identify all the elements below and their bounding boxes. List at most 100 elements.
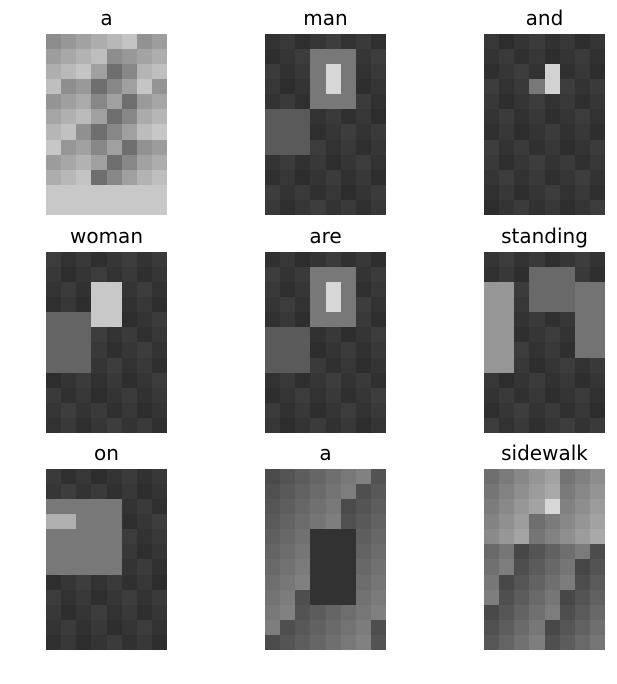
attention-cell <box>325 402 341 418</box>
attention-cell <box>121 499 137 515</box>
attention-cell <box>295 559 311 575</box>
attention-cell <box>136 604 152 620</box>
attention-cell <box>544 484 560 500</box>
attention-cell <box>355 169 371 185</box>
attention-cell <box>151 49 167 65</box>
attention-cell <box>499 357 515 373</box>
attention-cell <box>355 79 371 95</box>
attention-cell <box>310 124 326 140</box>
attention-cell <box>295 94 311 110</box>
attention-panel: man <box>235 8 416 215</box>
attention-cell <box>355 484 371 500</box>
attention-cell <box>529 529 545 545</box>
attention-cell <box>589 357 605 373</box>
attention-cell <box>61 514 77 530</box>
attention-cell <box>529 154 545 170</box>
attention-image <box>265 34 386 215</box>
attention-cell <box>280 139 296 155</box>
attention-cell <box>46 634 62 650</box>
attention-panel: standing <box>454 226 617 433</box>
attention-cell <box>280 34 296 50</box>
attention-cell <box>106 312 122 328</box>
attention-cell <box>325 297 341 313</box>
attention-cell <box>529 559 545 575</box>
attention-cell <box>589 49 605 65</box>
attention-cell <box>574 79 590 95</box>
attention-cell <box>589 184 605 200</box>
attention-cell <box>544 544 560 560</box>
attention-cell <box>514 154 530 170</box>
attention-cell <box>91 184 107 200</box>
attention-cell <box>589 267 605 283</box>
attention-cell <box>589 124 605 140</box>
attention-cell <box>61 372 77 388</box>
attention-cell <box>91 312 107 328</box>
attention-cell <box>340 327 356 343</box>
attention-cell <box>484 199 500 215</box>
attention-cell <box>151 514 167 530</box>
attention-cell <box>340 417 356 433</box>
attention-cell <box>310 282 326 298</box>
attention-cell <box>91 402 107 418</box>
attention-cell <box>484 94 500 110</box>
attention-cell <box>484 327 500 343</box>
attention-cell <box>325 634 341 650</box>
attention-cell <box>370 154 386 170</box>
attention-cell <box>370 574 386 590</box>
attention-cell <box>529 184 545 200</box>
attention-panel: a <box>16 8 197 215</box>
attention-cell <box>325 469 341 485</box>
attention-cell <box>574 559 590 575</box>
attention-cell <box>514 297 530 313</box>
attention-cell <box>325 589 341 605</box>
attention-cell <box>529 169 545 185</box>
attention-cell <box>121 64 137 80</box>
attention-cell <box>355 327 371 343</box>
attention-cell <box>499 312 515 328</box>
attention-cell <box>310 559 326 575</box>
attention-cell <box>355 267 371 283</box>
attention-cell <box>265 267 281 283</box>
attention-cell <box>574 327 590 343</box>
attention-cell <box>589 589 605 605</box>
attention-cell <box>121 544 137 560</box>
attention-cell <box>61 252 77 268</box>
attention-cell <box>265 184 281 200</box>
attention-cell <box>340 469 356 485</box>
attention-cell <box>544 64 560 80</box>
attention-cell <box>295 634 311 650</box>
attention-cell <box>91 514 107 530</box>
attention-cell <box>265 139 281 155</box>
attention-cell <box>574 184 590 200</box>
attention-cell <box>91 589 107 605</box>
attention-cell <box>499 109 515 125</box>
attention-cell <box>370 34 386 50</box>
attention-cell <box>61 589 77 605</box>
attention-cell <box>61 312 77 328</box>
attention-cell <box>529 64 545 80</box>
attention-cell <box>280 282 296 298</box>
attention-cell <box>61 327 77 343</box>
attention-cell <box>574 604 590 620</box>
attention-cell <box>151 184 167 200</box>
attention-image <box>265 469 386 650</box>
attention-cell <box>295 499 311 515</box>
attention-cell <box>325 64 341 80</box>
attention-cell <box>121 574 137 590</box>
attention-cell <box>310 604 326 620</box>
attention-cell <box>295 64 311 80</box>
attention-cell <box>295 267 311 283</box>
attention-cell <box>46 109 62 125</box>
attention-cell <box>340 139 356 155</box>
attention-cell <box>280 327 296 343</box>
attention-cell <box>340 79 356 95</box>
attention-cell <box>370 94 386 110</box>
attention-cell <box>295 402 311 418</box>
attention-cell <box>295 139 311 155</box>
attention-cell <box>76 267 92 283</box>
attention-cell <box>340 619 356 635</box>
attention-cell <box>136 469 152 485</box>
attention-cell <box>265 282 281 298</box>
attention-cell <box>325 312 341 328</box>
attention-cell <box>484 402 500 418</box>
